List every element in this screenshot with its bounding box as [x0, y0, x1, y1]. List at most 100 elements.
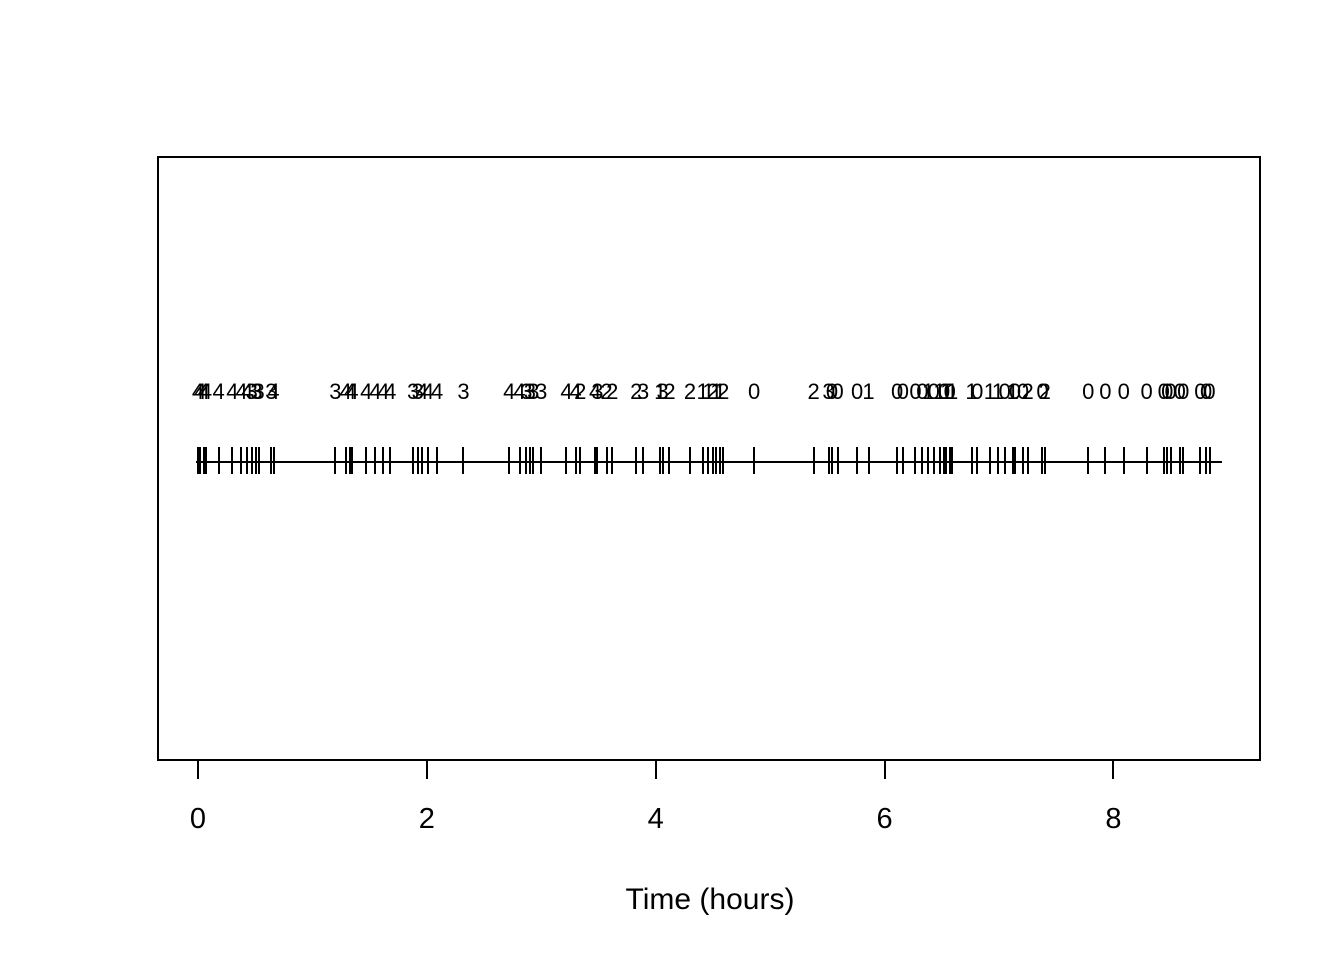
event-count-label: 3	[250, 379, 263, 404]
event-count-label: 3	[527, 379, 540, 404]
event-tick	[1208, 447, 1211, 474]
x-axis-tick-label: 6	[876, 803, 893, 835]
event-count-label: 4	[431, 379, 444, 404]
event-tick	[938, 447, 941, 474]
event-tick	[1145, 447, 1148, 474]
x-axis-title: Time (hours)	[625, 883, 795, 916]
event-tick	[334, 447, 337, 474]
event-tick	[421, 447, 424, 474]
event-count-label: 4	[226, 379, 239, 404]
event-count-label: 0	[1082, 379, 1095, 404]
event-tick	[351, 447, 354, 474]
event-tick	[718, 447, 721, 474]
event-tick	[1104, 447, 1107, 474]
event-count-label: 0	[1200, 379, 1213, 404]
event-tick	[836, 447, 839, 474]
event-count-label: 0	[1194, 379, 1207, 404]
event-tick	[1178, 447, 1181, 474]
event-count-label: 4	[191, 379, 205, 404]
event-count-label: 0	[927, 379, 940, 404]
event-count-label: 4	[384, 379, 397, 404]
event-tick	[540, 447, 543, 474]
event-count-label: 1	[940, 379, 953, 404]
event-tick	[715, 447, 718, 474]
event-tick	[988, 447, 991, 474]
event-tick	[1199, 447, 1202, 474]
event-tick	[711, 447, 714, 474]
event-tick	[668, 447, 671, 474]
event-tick	[707, 447, 710, 474]
event-count-label: 4	[416, 379, 429, 404]
event-tick	[1205, 447, 1208, 474]
event-tick	[508, 447, 511, 474]
event-count-label: 4	[194, 379, 207, 404]
event-count-label: 1	[945, 379, 959, 404]
event-count-label: 3	[252, 379, 265, 404]
event-count-label: 2	[807, 379, 820, 404]
event-count-label: 0	[748, 379, 761, 404]
event-count-label: 1	[991, 379, 1004, 404]
x-axis-tick-label: 2	[418, 803, 435, 835]
event-tick	[565, 447, 568, 474]
event-tick	[1087, 447, 1090, 474]
event-count-label: 4	[241, 379, 254, 404]
event-tick	[528, 447, 531, 474]
event-tick	[1162, 447, 1165, 474]
event-count-label: 3	[591, 379, 604, 404]
event-tick	[722, 447, 725, 474]
event-count-label: 3	[411, 379, 424, 404]
event-count-label: 1	[654, 379, 667, 404]
event-count-label: 1	[710, 379, 723, 404]
event-tick	[970, 447, 973, 474]
event-tick	[197, 447, 199, 474]
event-tick	[659, 447, 662, 474]
event-count-label: 4	[199, 379, 213, 404]
event-tick	[943, 447, 946, 474]
event-count-label: 3	[822, 379, 835, 404]
event-tick	[1043, 447, 1046, 474]
event-count-label: 2	[706, 379, 720, 404]
event-tick	[349, 447, 352, 474]
event-count-label: 4	[344, 379, 357, 404]
event-count-label: 0	[1036, 379, 1049, 404]
event-tick	[689, 447, 692, 474]
event-count-label: 0	[1173, 379, 1186, 404]
event-count-label: 3	[535, 379, 548, 404]
event-tick	[462, 447, 465, 474]
event-count-label: 4	[377, 379, 390, 404]
event-count-label: 0	[1016, 379, 1030, 404]
event-count-label: 4	[360, 379, 373, 404]
event-count-label: 0	[998, 379, 1011, 404]
event-count-label: 2	[717, 379, 730, 404]
event-count-label: 1	[862, 379, 875, 404]
event-count-label: 2	[1021, 379, 1034, 404]
event-count-label: 1	[713, 379, 726, 404]
event-tick	[1003, 447, 1006, 474]
event-count-label: 4	[569, 379, 582, 404]
event-count-label: 4	[235, 379, 248, 404]
event-count-label: 1	[965, 379, 978, 404]
event-count-label: 4	[369, 379, 382, 404]
event-tick	[427, 447, 429, 474]
event-count-label: 0	[916, 379, 929, 404]
x-axis-tick	[425, 761, 428, 779]
event-count-label: 2	[1038, 379, 1051, 404]
event-count-label: 4	[339, 379, 352, 404]
event-tick	[231, 447, 234, 474]
event-count-label: 4	[267, 379, 280, 404]
event-tick	[701, 447, 704, 474]
event-tick	[896, 447, 899, 474]
event-tick	[605, 447, 608, 474]
event-count-label: 2	[663, 379, 676, 404]
event-count-label: 4	[212, 379, 225, 404]
event-tick	[1022, 447, 1025, 474]
event-tick	[525, 447, 528, 474]
event-tick	[272, 447, 275, 474]
event-count-label: 4	[560, 379, 573, 404]
event-tick	[412, 447, 415, 474]
event-tick	[579, 447, 582, 474]
event-tick	[596, 447, 599, 474]
event-tick	[205, 447, 207, 474]
event-tick	[344, 447, 347, 474]
